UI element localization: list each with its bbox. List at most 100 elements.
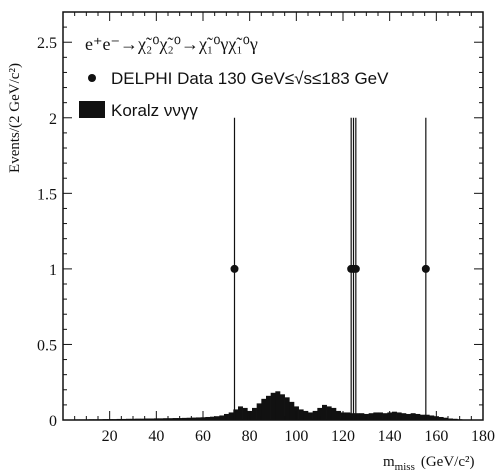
histogram-bar bbox=[98, 419, 103, 420]
histogram-bar bbox=[219, 415, 225, 420]
histogram-bar bbox=[210, 416, 215, 420]
x-tick-label: 120 bbox=[331, 428, 355, 445]
y-tick-label: 1.5 bbox=[37, 186, 57, 203]
histogram-bar bbox=[140, 418, 145, 420]
x-axis-title-main: m bbox=[383, 454, 395, 470]
data-point bbox=[230, 264, 239, 273]
histogram-bar bbox=[406, 413, 411, 420]
legend-box-marker bbox=[79, 101, 105, 118]
x-axis-title-unit: (GeV/c²) bbox=[421, 454, 475, 470]
histogram-bar bbox=[322, 404, 327, 420]
histogram-bar bbox=[93, 419, 99, 420]
histogram-bar bbox=[359, 413, 365, 420]
histogram-bar bbox=[168, 418, 173, 420]
histogram-bar bbox=[214, 416, 220, 420]
legend-label-data: DELPHI Data 130 GeV≤√s≤183 GeV bbox=[111, 69, 389, 88]
histogram-bar bbox=[298, 409, 304, 420]
data-points bbox=[230, 264, 430, 273]
y-tick-label: 0.5 bbox=[37, 337, 57, 354]
y-tick-label: 2.5 bbox=[37, 35, 57, 52]
histogram-bar bbox=[336, 410, 341, 420]
histogram-bar bbox=[429, 415, 435, 420]
histogram-bar bbox=[373, 412, 379, 420]
histogram-bar bbox=[196, 417, 201, 420]
histogram-bar bbox=[191, 417, 197, 420]
legend: DELPHI Data 130 GeV≤√s≤183 GeV Koralz νν… bbox=[79, 69, 389, 120]
histogram-bar bbox=[238, 406, 243, 420]
histogram-bar bbox=[205, 416, 211, 420]
histogram-bar bbox=[74, 419, 80, 420]
histogram-bar bbox=[242, 407, 248, 420]
histogram-bar bbox=[396, 412, 402, 420]
y-tick-label: 1 bbox=[49, 262, 57, 279]
histogram-bar bbox=[354, 413, 360, 420]
x-tick-label: 100 bbox=[284, 428, 308, 445]
histogram-bar bbox=[270, 392, 276, 420]
histogram-bar bbox=[126, 418, 131, 420]
histogram-bar bbox=[368, 413, 374, 420]
histogram-bar bbox=[112, 419, 117, 420]
histogram-bar bbox=[228, 412, 234, 420]
x-tick-label: 40 bbox=[148, 428, 164, 445]
histogram-bar bbox=[275, 391, 281, 420]
histogram-bar bbox=[350, 413, 355, 420]
histogram-bar bbox=[163, 418, 169, 420]
histogram-bar bbox=[382, 413, 388, 420]
x-ticks: 20 40 60 80 100 120 140 160 180 bbox=[62, 12, 495, 445]
legend-dot-marker bbox=[88, 74, 96, 82]
histogram-bar bbox=[144, 418, 150, 420]
histogram-bar bbox=[415, 413, 421, 420]
histogram-bar bbox=[79, 419, 85, 420]
histogram-bar bbox=[448, 418, 453, 420]
histogram-bar bbox=[452, 418, 458, 420]
process-label: e⁺e⁻→χ̃₂⁰χ̃₂⁰→χ̃₁⁰γχ̃₁⁰γ bbox=[85, 34, 258, 54]
histogram-bar bbox=[280, 394, 285, 420]
histogram-bar bbox=[392, 411, 397, 420]
histogram-bar bbox=[116, 418, 122, 420]
histogram-bar bbox=[121, 418, 127, 420]
histogram-bar bbox=[345, 412, 351, 420]
histogram-bar bbox=[252, 407, 257, 420]
x-tick-label: 180 bbox=[471, 428, 495, 445]
x-axis-title-sub: miss bbox=[395, 461, 415, 473]
histogram-bar bbox=[172, 418, 178, 420]
histogram-bars bbox=[65, 391, 467, 420]
y-axis-title: Events/(2 GeV/c²) bbox=[7, 63, 23, 173]
histogram-bar bbox=[149, 418, 155, 420]
histogram-bar bbox=[308, 412, 313, 420]
data-point bbox=[351, 264, 360, 273]
legend-label-mc: Koralz ννγγ bbox=[111, 101, 198, 120]
x-tick-label: 160 bbox=[424, 428, 448, 445]
x-tick-label: 60 bbox=[195, 428, 211, 445]
histogram-bar bbox=[261, 398, 267, 420]
x-axis-title: mmiss (GeV/c²) bbox=[383, 454, 475, 473]
histogram-bar bbox=[266, 395, 271, 420]
histogram-bar bbox=[443, 417, 449, 420]
histogram-bar bbox=[102, 419, 108, 420]
histogram-bar bbox=[326, 406, 332, 420]
data-point bbox=[421, 264, 430, 273]
histogram-bar bbox=[424, 414, 430, 420]
histogram-bar bbox=[182, 417, 187, 420]
y-ticks: 0 0.5 1 1.5 2 2.5 bbox=[37, 26, 483, 430]
error-bars bbox=[233, 117, 427, 420]
x-tick-label: 80 bbox=[242, 428, 258, 445]
x-tick-label: 140 bbox=[378, 428, 402, 445]
histogram-bar bbox=[331, 407, 337, 420]
histogram-bar bbox=[438, 416, 444, 420]
histogram-bar bbox=[284, 397, 290, 420]
histogram-bar bbox=[135, 418, 141, 420]
histogram-bar bbox=[378, 412, 383, 420]
histogram-bar bbox=[158, 418, 164, 420]
histogram-bar bbox=[256, 403, 262, 420]
histogram-bar bbox=[303, 410, 309, 420]
histogram-bar bbox=[233, 409, 239, 420]
histogram-bar bbox=[401, 413, 407, 420]
histogram-bar bbox=[88, 419, 94, 420]
histogram-bar bbox=[289, 401, 295, 420]
y-tick-label: 0 bbox=[49, 413, 57, 430]
x-tick-label: 20 bbox=[102, 428, 118, 445]
y-tick-label: 2 bbox=[49, 111, 57, 128]
